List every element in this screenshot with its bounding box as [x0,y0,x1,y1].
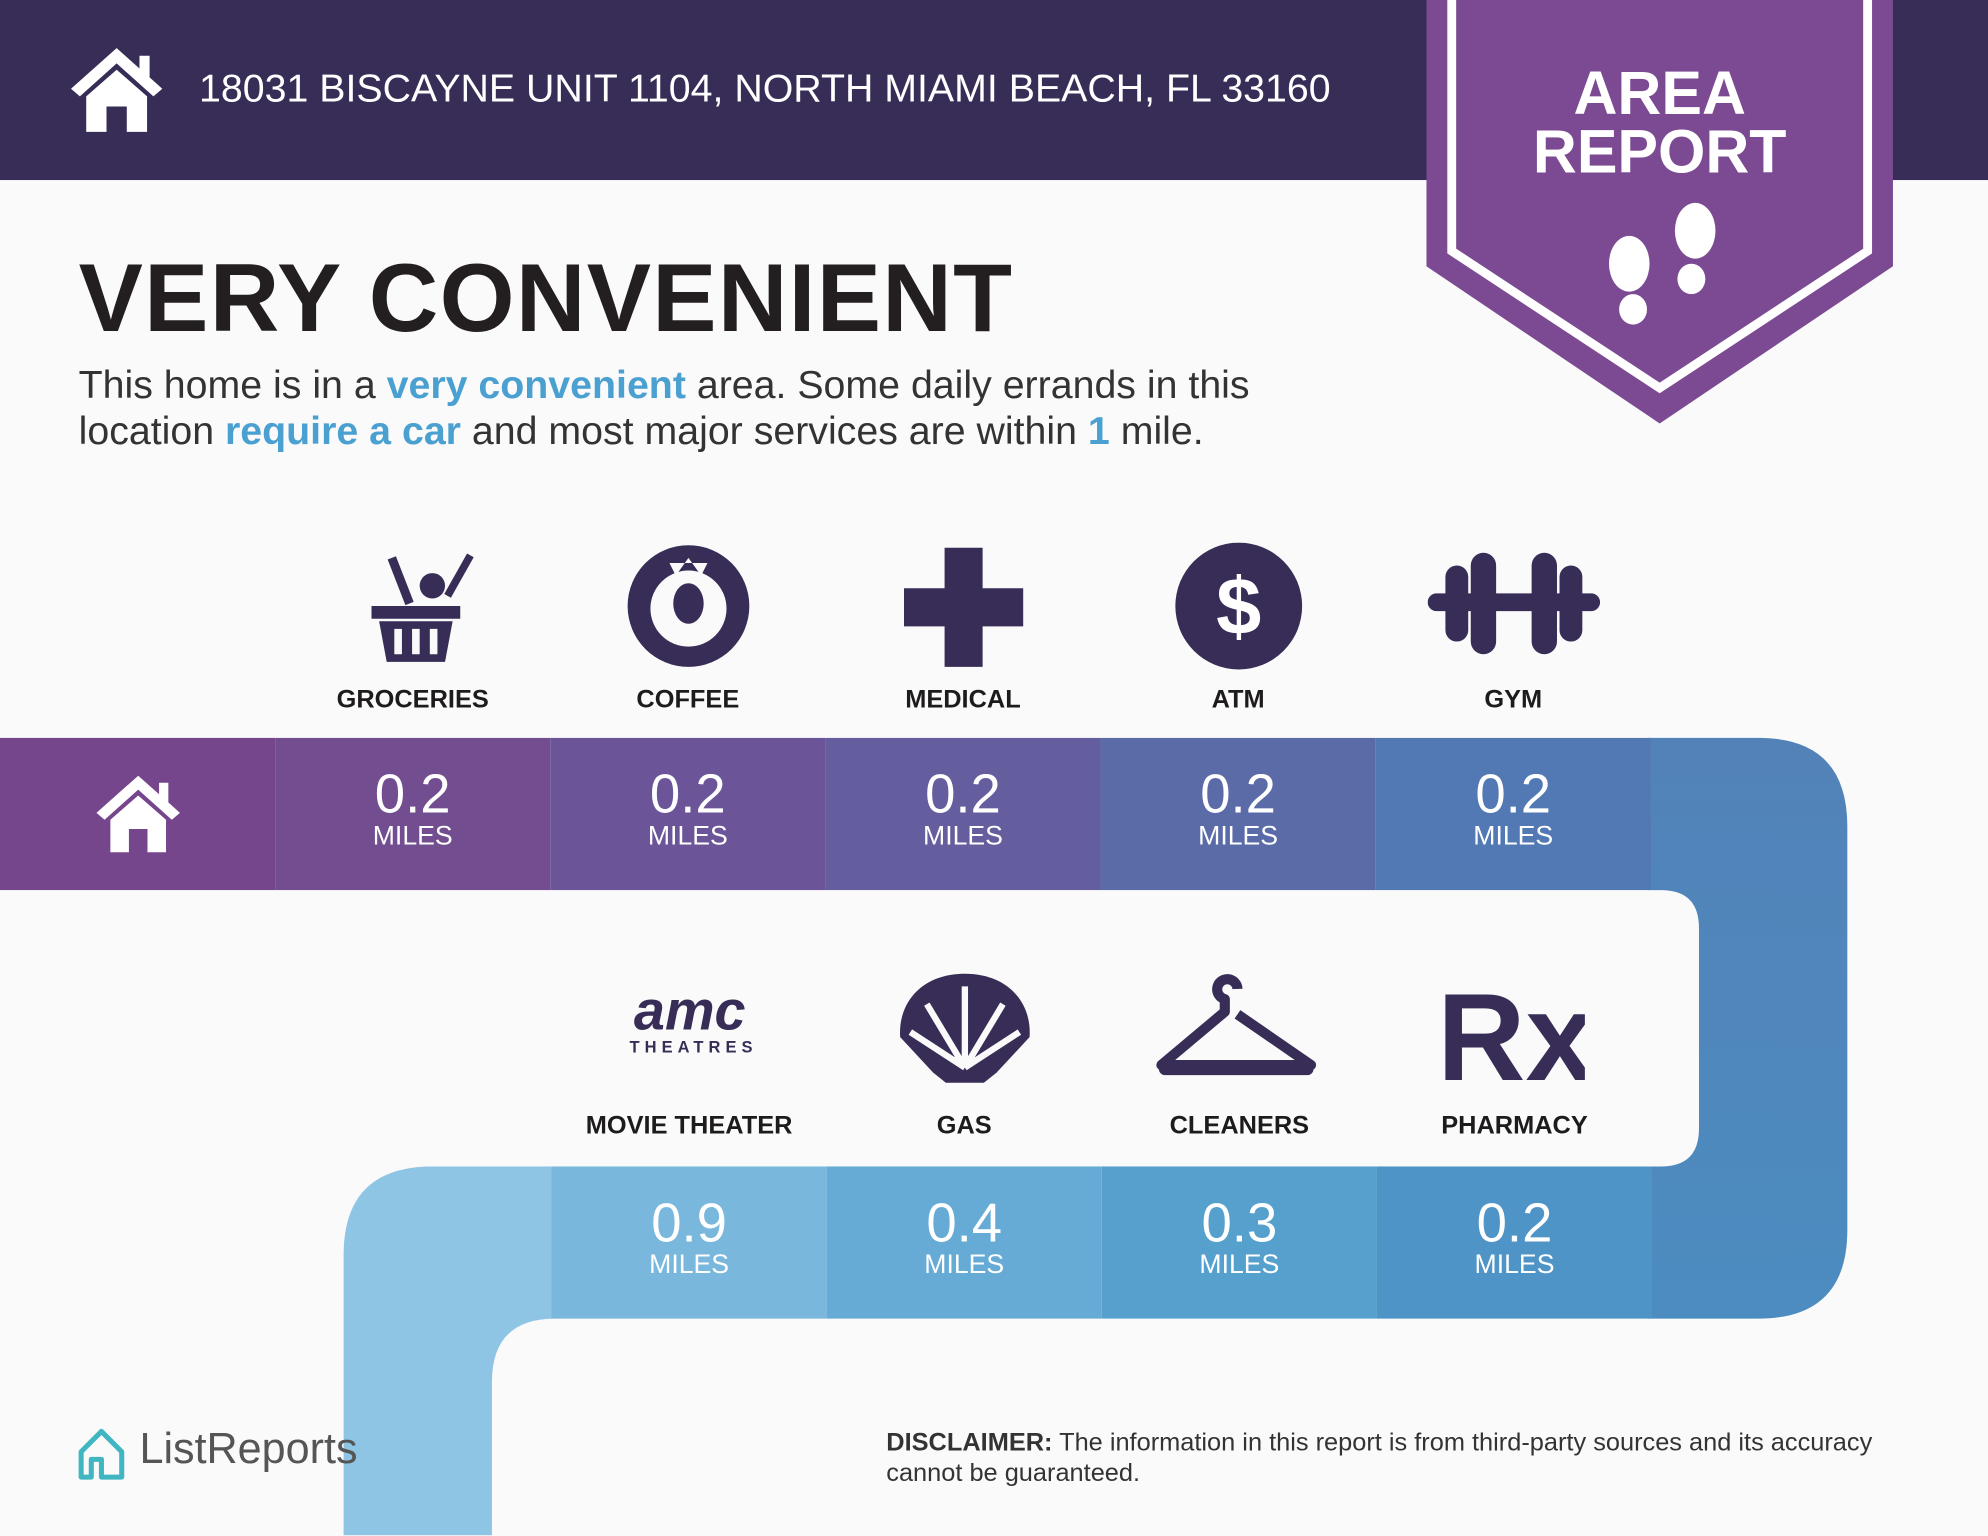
home-icon [95,775,180,853]
description-text: mile. [1109,408,1204,453]
amenity-label: GROCERIES [336,685,489,714]
shell-logo-icon [899,973,1030,1083]
distance-value: 0.2 [1476,1193,1553,1254]
rx-icon: Rx [1445,969,1584,1093]
medical-cross-icon [903,547,1023,667]
distance-cell-groceries: 0.2 MILES [275,737,551,891]
listreports-logo-icon [78,1428,125,1480]
distance-value: 0.2 [925,764,1001,826]
distance-unit: MILES [1199,1250,1280,1280]
area-report-badge [1426,0,1893,424]
amenity-label: CLEANERS [1169,1111,1310,1140]
distance-cell-medical: 0.2 MILES [825,737,1101,891]
grocery-basket-icon [370,553,474,662]
description-text: area. Some daily errands in this [685,362,1250,407]
amenity-label: GYM [1484,685,1543,714]
track-left-turn [343,1166,556,1536]
distance-value: 0.2 [374,764,451,826]
svg-text:amc: amc [633,980,745,1042]
svg-text:Rx: Rx [1445,969,1584,1093]
distance-value: 0.3 [1201,1193,1278,1254]
distance-cell-atm: 0.2 MILES [1100,737,1376,891]
distance-unit: MILES [649,1250,730,1280]
svg-text:$: $ [1216,562,1261,652]
amenity-label: MEDICAL [905,685,1021,714]
description-line-1: This home is in a very convenient area. … [79,363,1250,409]
dollar-icon: $ [1174,542,1302,670]
home-cell [0,737,276,891]
amenity-label: GAS [936,1111,992,1140]
distance-value: 0.2 [1200,764,1277,826]
distance-cell-coffee: 0.2 MILES [550,737,826,891]
starbucks-logo-icon [626,545,749,667]
distance-value: 0.2 [1475,764,1552,826]
distance-cell-gym: 0.2 MILES [1375,737,1651,891]
distance-cell-pharmacy: 0.2 MILES [1376,1166,1653,1319]
distance-unit: MILES [923,821,1003,851]
property-address: 18031 BISCAYNE UNIT 1104, NORTH MIAMI BE… [199,65,1331,111]
brand-name: ListReports [139,1425,358,1474]
dumbbell-icon [1427,552,1600,655]
hanger-icon [1155,974,1316,1076]
distance-value: 0.4 [926,1193,1003,1254]
distance-unit: MILES [647,821,728,851]
amenity-label: PHARMACY [1441,1111,1588,1140]
description-text: location [78,408,226,453]
amenity-label: ATM [1211,685,1265,714]
distance-unit: MILES [1198,821,1279,851]
footprints-icon [1608,202,1716,325]
distance-unit: MILES [924,1250,1005,1280]
track-right-turn [1648,737,1848,1319]
distance-value: 0.2 [649,764,726,826]
distance-cell-cleaners: 0.3 MILES [1101,1166,1377,1319]
page-title: VERY CONVENIENT [78,244,1014,353]
distance-unit: MILES [1474,1250,1555,1280]
distance-value: 0.9 [651,1193,728,1254]
badge-line-1: AREA [1573,60,1746,129]
highlight-text: require a car [225,408,461,453]
amenity-label: MOVIE THEATER [585,1111,793,1140]
distance-cell-movie-theater: 0.9 MILES [551,1166,827,1319]
description-line-2: location require a car and most major se… [79,408,1250,454]
highlight-text: very convenient [386,362,686,407]
distance-unit: MILES [372,821,453,851]
disclaimer-text: The information in this report is from t… [886,1428,1873,1488]
disclaimer-label: DISCLAIMER: [886,1428,1053,1457]
disclaimer: DISCLAIMER: The information in this repo… [886,1428,1926,1489]
description: This home is in a very convenient area. … [79,363,1250,454]
distance-cell-gas: 0.4 MILES [826,1166,1102,1319]
description-text: and most major services are within [460,408,1088,453]
svg-text:THEATRES: THEATRES [629,1038,757,1056]
home-icon [71,48,163,132]
amenity-label: COFFEE [636,685,740,714]
distance-unit: MILES [1473,821,1554,851]
description-text: This home is in a [78,362,387,407]
badge-line-2: REPORT [1532,119,1787,187]
highlight-text: 1 [1087,408,1110,453]
